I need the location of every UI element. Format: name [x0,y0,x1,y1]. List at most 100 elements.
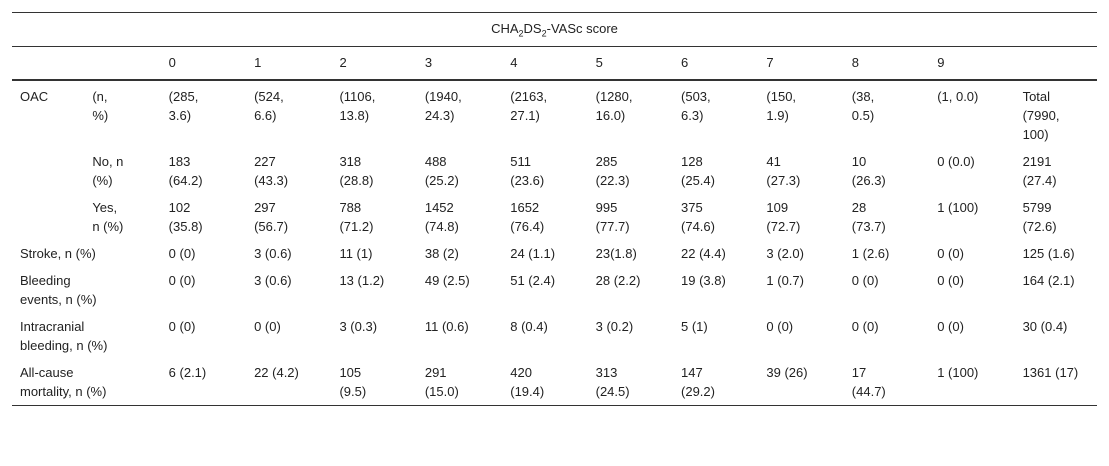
cell: 183 (64.2) [161,146,246,192]
cell: 3 (0.3) [331,311,416,357]
table-title: CHA2DS2-VASc score [12,12,1097,47]
row-label-cell [12,192,84,238]
column-header: 7 [758,46,844,81]
cell-text: 0 (0) [254,318,281,334]
cell-text: 147 (29.2) [681,364,715,399]
row-sublabel-cell: Yes, n (%) [84,192,160,238]
cell: (2163, 27.1) [502,80,587,146]
cell-text: (1106, 13.8) [339,88,376,123]
cell: 3 (0.6) [246,265,331,311]
cell-text: (2163, 27.1) [510,88,548,123]
column-header: 1 [246,46,332,81]
cell-text: 0 (0) [851,318,879,334]
cell-text: 11 (1) [339,245,373,261]
table-row: All-cause mortality, n (%) 6 (2.1) 22 (4.2… [12,356,1097,406]
table-row: Intracranial bleeding, n (%) 0 (0) 0 (0) 3 … [12,311,1097,357]
cell: 2191 (27.4) [1015,146,1097,192]
title-part: CHA [491,21,519,36]
cell-text: 105 (9.5) [339,364,367,399]
cell: 0 (0) [161,311,246,357]
cell: 0 (0) [929,311,1014,357]
title-part: DS [523,21,542,36]
cell: 291 (15.0) [416,356,503,406]
row-label: All-cause mortality, n (%) [20,364,107,399]
cell: 30 (0.4) [1015,311,1097,357]
cell: 1 (100) [929,356,1015,406]
row-sublabel: No, n (%) [92,153,124,188]
cell-text: 128 (25.4) [681,153,715,188]
cell: 0 (0) [929,265,1014,311]
cell-text: (38, 0.5) [851,88,875,123]
cell-text: 183 (64.2) [168,153,203,188]
cell-text: 41 (27.3) [766,153,801,188]
row-label-cell: Intracranial bleeding, n (%) [12,311,161,357]
row-label: Bleeding events, n (%) [20,272,97,307]
cell: 38 (2) [417,238,502,265]
cell: 227 (43.3) [246,146,331,192]
cell-text: 19 (3.8) [681,272,726,288]
title-row: CHA2DS2-VASc score [12,12,1097,47]
cell-text: 1 (100) [937,364,979,380]
cell-text: (1280, 16.0) [595,88,633,123]
cell: 125 (1.6) [1015,238,1097,265]
cell: 5799 (72.6) [1015,192,1097,238]
cell-text: 0 (0) [168,245,196,261]
cell-text: 39 (26) [766,364,808,380]
cell-text: (285, 3.6) [168,88,199,123]
cell: 1361 (17) [1014,356,1097,406]
cell: 318 (28.8) [331,146,416,192]
cell: 375 (74.6) [673,192,758,238]
cell: 0 (0) [161,238,246,265]
cell: 488 (25.2) [417,146,502,192]
column-header: 2 [331,46,417,81]
cell: 0 (0) [246,311,331,357]
cell: 109 (72.7) [758,192,843,238]
cell-text: 164 (2.1) [1022,272,1075,288]
cell-text: 0 (0.0) [937,153,975,169]
cell-text: 297 (56.7) [254,199,289,234]
cell: 105 (9.5) [331,356,417,406]
row-label-cell: Bleeding events, n (%) [12,265,161,311]
column-header: 5 [587,46,674,81]
column-header: 9 [929,46,1015,81]
cell-text: 5799 (72.6) [1022,199,1057,234]
cell: 1652 (76.4) [502,192,587,238]
cell: 3 (2.0) [758,238,843,265]
cell-text: 24 (1.1) [510,245,556,261]
cell: 8 (0.4) [502,311,587,357]
cell: 1 (2.6) [844,238,929,265]
cell-text: 49 (2.5) [424,272,470,288]
cell: 1 (0.7) [758,265,843,311]
table-row: OAC (n, %) (285, 3.6) (524, 6.6) (1106, 13.8… [12,80,1097,146]
cell: 22 (4.2) [246,356,332,406]
cell: 0 (0) [844,265,929,311]
cell: 28 (73.7) [844,192,929,238]
cell-text: 995 (77.7) [595,199,630,234]
cell-text: 22 (4.4) [681,245,726,261]
cell-text: 3 (2.0) [766,245,804,261]
column-header: 3 [416,46,503,81]
empty-cell [12,46,161,81]
cell: 28 (2.2) [588,265,673,311]
cell-text: (503, 6.3) [681,88,711,123]
cell: (524, 6.6) [246,80,331,146]
cell: 128 (25.4) [673,146,758,192]
cell-text: 0 (0) [937,245,964,261]
cell-text: 1 (0.7) [766,272,804,288]
cell-text: 1361 (17) [1022,364,1079,380]
cell-text: 3 (0.2) [595,318,634,334]
cell-text: 511 (23.6) [510,153,545,188]
cell-text: 38 (2) [424,245,459,261]
row-label: Intracranial bleeding, n (%) [20,318,108,353]
cell-text: (1940, 24.3) [424,88,462,123]
cell-text: 23(1.8) [595,245,637,261]
cell-text: (150, 1.9) [766,88,797,123]
cell: (38, 0.5) [844,80,929,146]
cell-text: 30 (0.4) [1022,318,1068,334]
cell-text: 1652 (76.4) [510,199,545,234]
cell: 23(1.8) [588,238,673,265]
cell-text: 28 (2.2) [595,272,641,288]
